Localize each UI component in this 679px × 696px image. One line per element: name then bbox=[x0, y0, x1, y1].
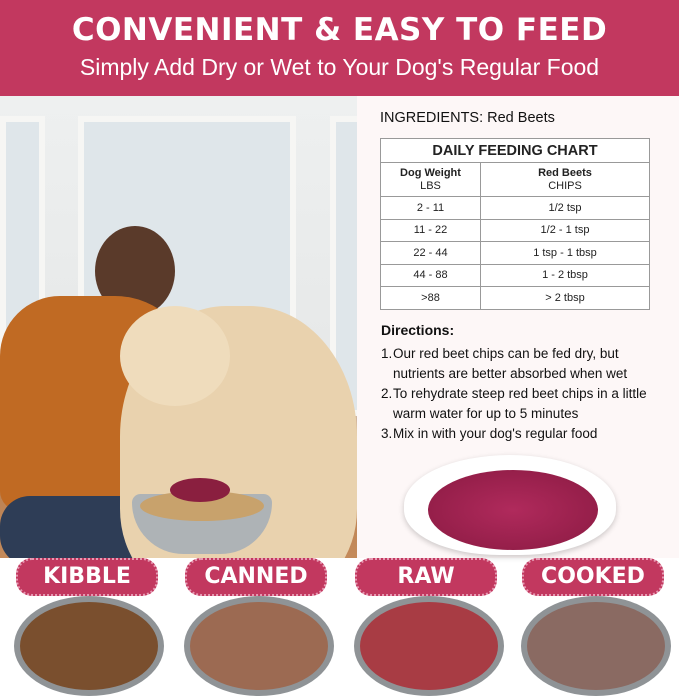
canned-label: CANNED bbox=[185, 558, 327, 596]
direction-item: 1. Our red beet chips can be fed dry, but… bbox=[381, 346, 628, 381]
beet-chips-image bbox=[428, 470, 598, 550]
table-row: 11 - 22 1/2 - 1 tsp bbox=[380, 218, 650, 242]
canned-bowl-image bbox=[184, 596, 334, 696]
table-row: 2 - 11 1/2 tsp bbox=[380, 196, 650, 220]
daily-feeding-chart: DAILY FEEDING CHART Dog Weight LBS Red Be… bbox=[380, 138, 650, 310]
food-type-raw: RAW bbox=[340, 558, 510, 696]
table-row: 44 - 88 1 - 2 tbsp bbox=[380, 263, 650, 287]
raw-label: RAW bbox=[355, 558, 497, 596]
header-banner: CONVENIENT & EASY TO FEED Simply Add Dry… bbox=[0, 0, 679, 96]
weight-header: Dog Weight LBS bbox=[380, 162, 481, 197]
subheadline: Simply Add Dry or Wet to Your Dog's Regu… bbox=[79, 54, 600, 80]
kibble-label: KIBBLE bbox=[16, 558, 158, 596]
cooked-bowl-image bbox=[521, 596, 671, 696]
chart-title: DAILY FEEDING CHART bbox=[380, 138, 650, 163]
kibble-bowl-image bbox=[14, 596, 164, 696]
woman-with-dog-photo bbox=[0, 96, 357, 558]
raw-bowl-image bbox=[354, 596, 504, 696]
food-type-kibble: KIBBLE bbox=[0, 558, 170, 696]
directions-title: Directions: bbox=[381, 322, 455, 338]
ingredients-label: INGREDIENTS: Red Beets bbox=[380, 110, 555, 126]
food-type-cooked: COOKED bbox=[509, 558, 679, 696]
headline: CONVENIENT & EASY TO FEED bbox=[71, 12, 608, 48]
direction-item: 3. Mix in with your dog's regular food bbox=[381, 426, 598, 441]
cooked-label: COOKED bbox=[522, 558, 664, 596]
food-type-canned: CANNED bbox=[170, 558, 340, 696]
table-row: 22 - 44 1 tsp - 1 tbsp bbox=[380, 241, 650, 265]
amount-header: Red Beets CHIPS bbox=[480, 162, 650, 197]
table-row: >88 > 2 tbsp bbox=[380, 286, 650, 310]
direction-item: 2. To rehydrate steep red beet chips in a… bbox=[381, 386, 647, 421]
directions-list: 1. Our red beet chips can be fed dry, but… bbox=[381, 344, 671, 444]
